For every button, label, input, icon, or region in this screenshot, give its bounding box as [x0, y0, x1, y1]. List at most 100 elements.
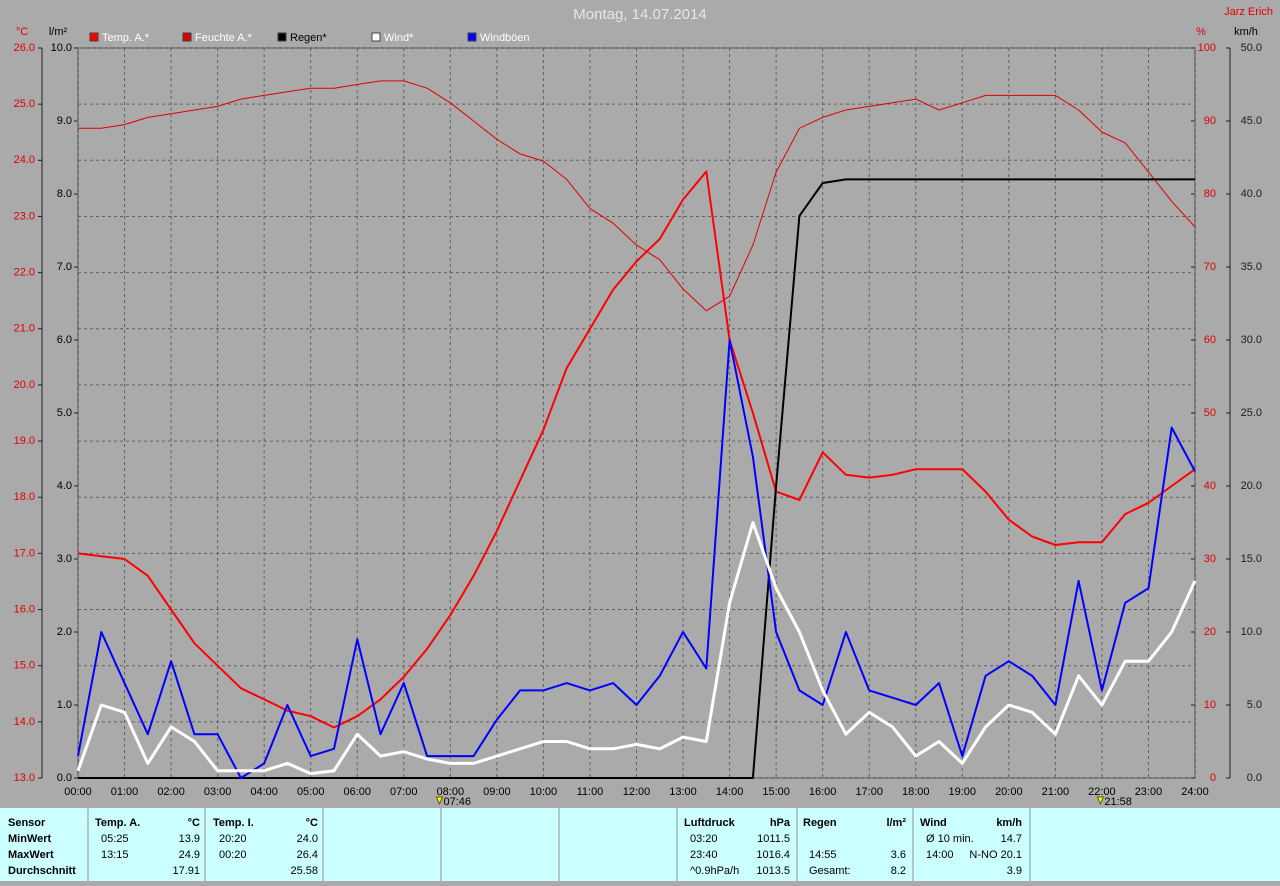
y-tick-label: 0.0: [57, 772, 72, 784]
legend-swatch: [467, 32, 477, 42]
cell-value: 3.6: [891, 849, 906, 861]
x-tick-label: 21:00: [1042, 786, 1070, 798]
axis-unit: km/h: [1234, 26, 1258, 38]
x-tick-label: 09:00: [483, 786, 511, 798]
annotation-marker: [435, 796, 444, 806]
x-tick-label: 08:00: [437, 786, 465, 798]
chart-title: Montag, 14.07.2014: [573, 6, 706, 23]
y-tick-label: 26.0: [14, 42, 35, 54]
cell-value: 14.7: [1001, 833, 1022, 845]
panel-unit: km/h: [996, 817, 1022, 829]
y-tick-label: 8.0: [57, 188, 72, 200]
row-label: Durchschnitt: [8, 865, 76, 877]
y-tick-label: 13.0: [14, 772, 35, 784]
y-tick-label: 25.0: [14, 98, 35, 110]
x-tick-label: 22:00: [1088, 786, 1116, 798]
x-tick-label: 19:00: [949, 786, 977, 798]
y-tick-label: 5.0: [57, 407, 72, 419]
cell-value: 8.2: [891, 865, 906, 877]
panel-unit: l/m²: [886, 817, 906, 829]
row-label: MinWert: [8, 833, 52, 845]
y-tick-label: 90: [1204, 115, 1216, 127]
x-tick-label: 14:00: [716, 786, 744, 798]
y-tick-label: 40: [1204, 480, 1216, 492]
cell-time: 14:00: [926, 849, 954, 861]
panel-unit: °C: [306, 817, 318, 829]
cell-value: 25.58: [290, 865, 318, 877]
series-line: [78, 80, 1196, 312]
legend-label: Windböen: [480, 32, 530, 44]
y-tick-label: 100: [1198, 42, 1216, 54]
x-tick-label: 11:00: [577, 786, 604, 798]
y-tick-label: 22.0: [14, 267, 35, 279]
panel-header: Luftdruck: [684, 817, 736, 829]
cell-value: 24.9: [179, 849, 200, 861]
cell-time: Gesamt:: [809, 865, 851, 877]
y-tick-label: 10.0: [1241, 626, 1262, 638]
y-tick-label: 15.0: [1241, 553, 1262, 565]
y-tick-label: 35.0: [1241, 261, 1262, 273]
x-tick-label: 18:00: [902, 786, 930, 798]
y-tick-label: 2.0: [57, 626, 72, 638]
cell-time: 00:20: [219, 849, 247, 861]
cell-value: 17.91: [172, 865, 200, 877]
y-tick-label: 45.0: [1241, 115, 1262, 127]
panel-header: Temp. I.: [213, 817, 254, 829]
legend-label: Feuchte A.*: [195, 32, 253, 44]
y-tick-label: 24.0: [14, 154, 35, 166]
cell-value: 1011.5: [757, 833, 790, 845]
panel-header: Regen: [803, 817, 837, 829]
y-tick-label: 23.0: [14, 210, 35, 222]
panel-header: Temp. A.: [95, 817, 140, 829]
x-tick-label: 12:00: [623, 786, 651, 798]
annotation: 21:58: [1104, 796, 1132, 808]
y-tick-label: 20.0: [1241, 480, 1262, 492]
y-tick-label: 1.0: [57, 699, 72, 711]
y-tick-label: 30: [1204, 553, 1216, 565]
axis-unit: %: [1196, 26, 1206, 38]
series-line: [78, 178, 1195, 779]
cell-time: 23:40: [690, 849, 718, 861]
x-tick-label: 02:00: [157, 786, 185, 798]
series-line: [77, 170, 1196, 729]
annotation: 07:46: [443, 796, 471, 808]
y-tick-label: 0: [1210, 772, 1216, 784]
y-tick-label: 40.0: [1241, 188, 1262, 200]
legend-label: Wind*: [384, 32, 414, 44]
x-tick-label: 20:00: [995, 786, 1023, 798]
legend-swatch: [371, 32, 381, 42]
y-tick-label: 6.0: [57, 334, 72, 346]
cell-value: 1013.5: [756, 865, 790, 877]
row-label: MaxWert: [8, 849, 54, 861]
owner: Jarz Erich: [1224, 6, 1273, 18]
axis-unit: °C: [16, 26, 28, 38]
annotation-marker: [1096, 796, 1105, 806]
cell-value: 13.9: [179, 833, 200, 845]
x-tick-label: 05:00: [297, 786, 325, 798]
y-tick-label: 30.0: [1241, 334, 1262, 346]
y-tick-label: 15.0: [14, 660, 35, 672]
x-tick-label: 06:00: [343, 786, 371, 798]
axis-unit: l/m²: [49, 26, 68, 38]
panel-unit: °C: [188, 817, 200, 829]
legend-swatch: [182, 32, 192, 42]
y-tick-label: 16.0: [14, 603, 35, 615]
y-tick-label: 4.0: [57, 480, 72, 492]
series-line: [76, 521, 1197, 776]
y-tick-label: 19.0: [14, 435, 35, 447]
x-tick-label: 04:00: [250, 786, 278, 798]
cell-time: 14:55: [809, 849, 837, 861]
legend-swatch: [89, 32, 99, 42]
x-tick-label: 01:00: [111, 786, 139, 798]
panel-header: Wind: [920, 817, 947, 829]
cell-value: 3.9: [1007, 865, 1022, 877]
y-tick-label: 5.0: [1247, 699, 1262, 711]
x-tick-label: 07:00: [390, 786, 418, 798]
y-tick-label: 20.0: [14, 379, 35, 391]
y-tick-label: 3.0: [57, 553, 72, 565]
cell-time: 20:20: [219, 833, 247, 845]
cell-value: 1016.4: [756, 849, 790, 861]
cell-time: Ø 10 min.: [926, 833, 974, 845]
x-tick-label: 15:00: [762, 786, 790, 798]
